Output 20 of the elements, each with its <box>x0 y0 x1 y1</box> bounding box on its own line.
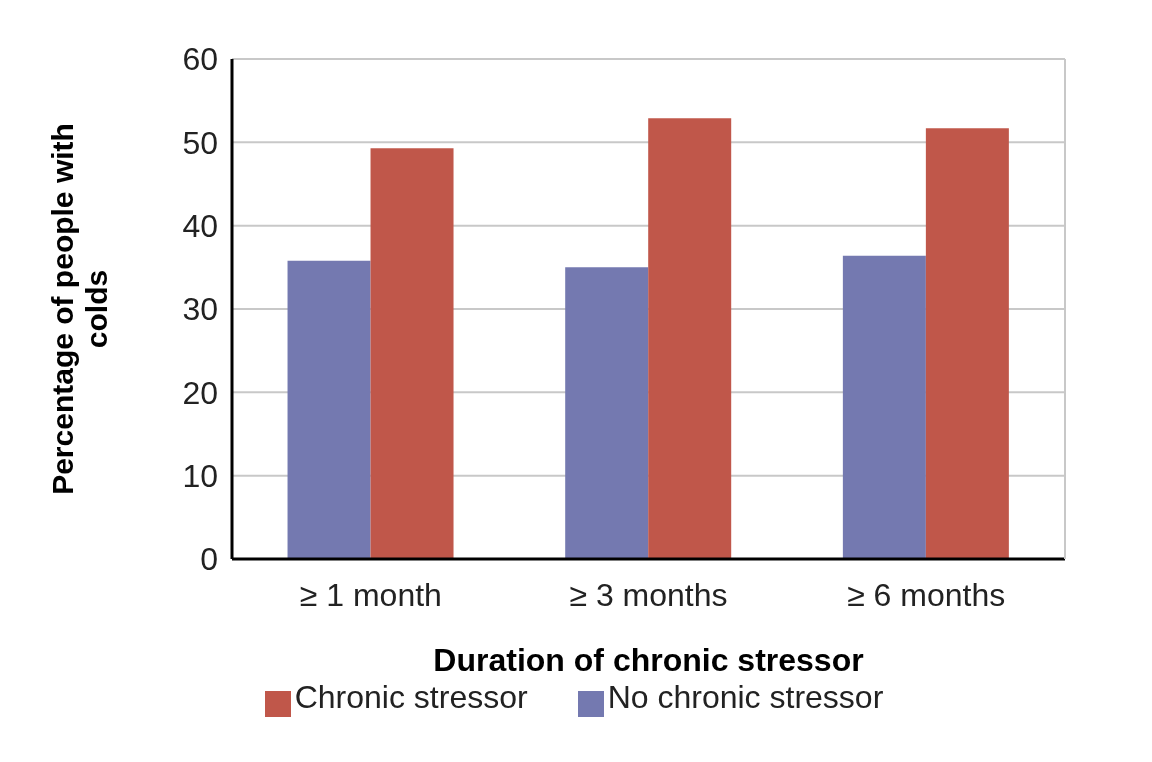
y-tick-label: 10 <box>182 458 218 495</box>
bar <box>565 267 649 559</box>
bar <box>925 128 1009 559</box>
x-tick-label: ≥ 3 months <box>569 576 728 613</box>
legend-label: No chronic stressor <box>607 679 884 715</box>
bar <box>842 255 926 559</box>
y-tick-label: 30 <box>182 291 218 328</box>
y-tick-label: 60 <box>182 41 218 78</box>
y-tick-label: 50 <box>182 124 218 161</box>
x-axis-title: Duration of chronic stressor <box>433 642 864 678</box>
x-tick-label: ≥ 6 months <box>847 576 1006 613</box>
y-tick-label: 20 <box>182 374 218 411</box>
x-tick-label: ≥ 1 month <box>299 576 442 613</box>
bar <box>648 118 732 559</box>
y-tick-label: 0 <box>200 541 218 578</box>
legend-label: Chronic stressor <box>294 679 528 715</box>
bar <box>370 148 454 559</box>
bar <box>287 260 371 559</box>
y-axis-title: Percentage of people with colds <box>46 123 113 495</box>
y-tick-label: 40 <box>182 208 218 245</box>
